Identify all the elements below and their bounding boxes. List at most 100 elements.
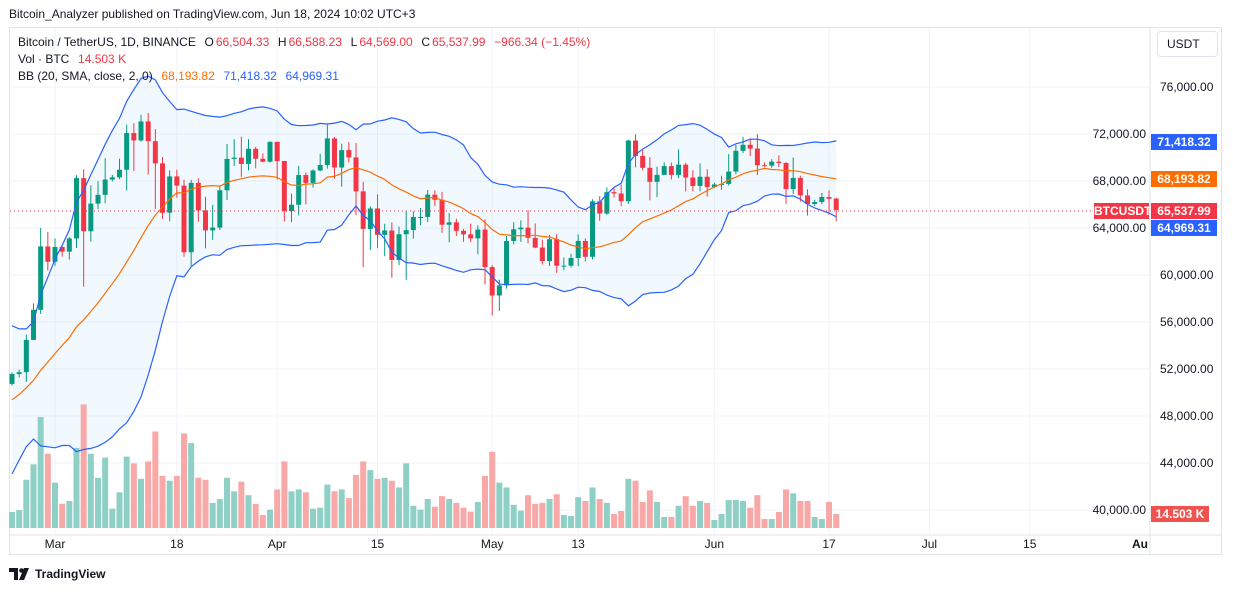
candle-body [425, 194, 431, 217]
candle [618, 184, 624, 207]
candle-body [690, 177, 696, 186]
volume-bar [833, 514, 840, 528]
candle [152, 129, 158, 209]
x-tick-label: 17 [822, 537, 836, 551]
high-label: H [277, 35, 287, 49]
candle [9, 372, 15, 386]
candle [762, 162, 768, 167]
volume-bar [482, 475, 489, 528]
low-label: L [350, 35, 358, 49]
candle-body [797, 177, 803, 196]
bb-lower-badge: 64,969.31 [1151, 220, 1217, 236]
candle [590, 199, 596, 260]
candle-body [482, 229, 488, 268]
candle-body [711, 184, 717, 187]
candle [826, 190, 832, 215]
candle-body [59, 246, 65, 252]
candle-body [754, 148, 760, 166]
volume-bar [130, 463, 137, 528]
candle-body [647, 167, 653, 182]
candle [518, 220, 524, 242]
volume-bar [259, 514, 266, 528]
legend-symbol: Bitcoin / TetherUS, 1D, BINANCE [18, 35, 196, 49]
volume-bar [560, 514, 567, 528]
volume-bar [740, 500, 747, 528]
legend-volume[interactable]: Vol · BTC 14.503 K [18, 52, 128, 66]
volume-bar [231, 491, 238, 528]
candle [260, 153, 266, 163]
candle-body [561, 265, 567, 267]
volume-bar [116, 492, 123, 528]
volume-bar [23, 479, 30, 528]
high-value: 66,588.23 [288, 35, 342, 49]
volume-bar [245, 495, 252, 528]
candle-body [303, 175, 309, 183]
candle-body [131, 133, 137, 141]
candle-body [289, 204, 295, 212]
candle-body [790, 177, 796, 190]
candle [95, 181, 101, 210]
candle [52, 238, 58, 266]
currency-button[interactable]: USDT [1157, 31, 1218, 57]
candle [246, 139, 252, 171]
candle-body [296, 175, 302, 205]
candle-body [504, 241, 510, 286]
candle [267, 141, 273, 163]
candle-body [389, 230, 395, 260]
volume-bar [73, 447, 80, 528]
volume-bar [525, 495, 532, 528]
volume-bar [446, 499, 453, 528]
volume-bar [596, 499, 603, 528]
volume-bar [711, 519, 718, 528]
tradingview-logo[interactable]: TradingView [9, 567, 105, 581]
candle-body [174, 176, 180, 186]
candle [410, 211, 416, 239]
candle-body [160, 163, 166, 213]
volume-bar [467, 511, 474, 528]
candle-body [267, 141, 273, 162]
candle-body [733, 150, 739, 172]
candle-body [776, 161, 782, 163]
candle-body [16, 372, 22, 375]
bb-lower-line [11, 193, 837, 475]
candle-body [217, 190, 223, 228]
candle-body [554, 239, 560, 266]
x-tick-label: Apr [267, 537, 287, 551]
volume-bar [439, 496, 446, 528]
candle [353, 143, 359, 216]
candle-body [353, 157, 359, 192]
volume-bar [152, 431, 159, 528]
volume-bar [267, 509, 274, 528]
candle-body [661, 166, 667, 175]
legend-bollinger[interactable]: BB (20, SMA, close, 2, 0) 68,193.82 71,4… [18, 69, 341, 83]
candle [66, 237, 72, 260]
candle-body [461, 230, 467, 235]
volume-bar [532, 503, 539, 528]
volume-bar [173, 475, 180, 528]
x-tick-label: Mar [44, 537, 66, 551]
candle [217, 185, 223, 231]
volume-bar [353, 474, 360, 528]
candle-body [439, 199, 445, 225]
y-tick-label: 56,000.00 [1160, 315, 1214, 329]
candle [289, 193, 295, 223]
candle [253, 146, 259, 169]
candle-body [66, 238, 72, 252]
candle-body [317, 165, 323, 171]
candle-body [568, 257, 574, 266]
volume-bar [95, 477, 102, 528]
volume-bar [761, 519, 768, 528]
volume-bar [639, 501, 646, 528]
candle [81, 169, 87, 287]
volume-bar [474, 501, 481, 528]
candle-body [640, 155, 646, 168]
candle-body [783, 162, 789, 190]
candle-body [633, 140, 639, 156]
candle [145, 113, 151, 175]
volume-bar [224, 477, 231, 528]
candle-body [360, 191, 366, 229]
candle-body [102, 179, 108, 195]
candle-body [88, 203, 94, 232]
x-tick-label: May [480, 537, 504, 551]
